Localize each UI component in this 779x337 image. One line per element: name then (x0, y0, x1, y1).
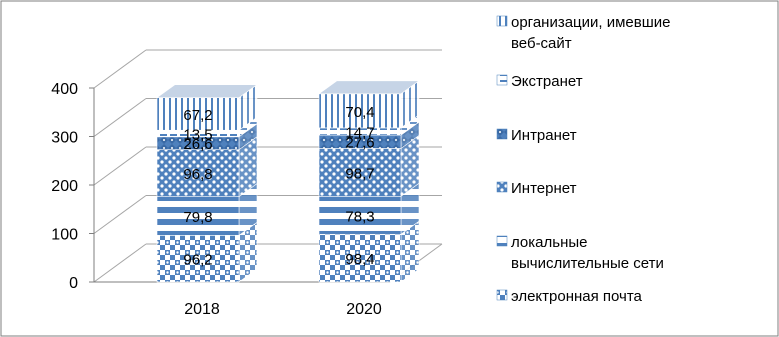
legend-swatch (496, 74, 508, 86)
bar-segment (318, 196, 402, 235)
legend-swatch (496, 289, 508, 301)
data-label: 78,3 (345, 208, 374, 225)
data-label: 79,8 (183, 209, 212, 226)
bar-segment (156, 149, 240, 197)
data-label: 98,4 (345, 251, 374, 268)
data-labels: 96,2 79,8 96,8 26,613,5 67,2 98,4 78,3 98,7 27,6… (183, 104, 374, 269)
legend-swatch (496, 181, 508, 193)
legend-swatch (496, 128, 508, 140)
legend-label: Интранет (511, 127, 577, 144)
data-label: 70,4 (345, 104, 374, 121)
gridline-depth (93, 146, 147, 186)
gridline-depth (93, 243, 147, 283)
data-label: 98,7 (345, 165, 374, 182)
legend-label: Интернет (511, 180, 577, 197)
legend-label: Экстранет (511, 73, 583, 90)
data-label: 26,6 (183, 136, 212, 153)
legend-label: локальные (511, 234, 587, 251)
bar-segment (156, 235, 240, 283)
x-tick-label: 2020 (346, 301, 382, 318)
bar-segment (318, 93, 402, 129)
bar-segment (156, 196, 240, 236)
gridline-depth (93, 49, 147, 89)
bar-segment (156, 97, 240, 131)
legend-label: организации, имевшие (511, 14, 671, 31)
bar-top-face (318, 80, 420, 95)
y-tick-label: 100 (51, 227, 78, 244)
data-label: 13,5 (183, 127, 212, 144)
legend: организации, имевшие веб-сайт Экстранет Инт… (496, 14, 671, 305)
x-tick-label: 2018 (184, 301, 220, 318)
data-label: 96,8 (183, 166, 212, 183)
bars (156, 80, 420, 283)
data-label: 14,7 (345, 124, 374, 141)
y-tick-label: 400 (51, 81, 78, 98)
legend-label: вычислительные сети (511, 255, 664, 272)
y-tick-label: 300 (51, 130, 78, 147)
gridline-depth (93, 195, 147, 234)
gridline-depth (93, 98, 147, 137)
y-tick-label: 0 (69, 275, 78, 292)
bar-top-face (156, 84, 258, 98)
legend-swatch (496, 235, 508, 247)
legend-label: электронная почта (511, 288, 643, 305)
bar-segment (318, 233, 402, 283)
data-label: 67,2 (183, 107, 212, 124)
y-tick-label: 200 (51, 178, 78, 195)
legend-swatch (496, 15, 508, 27)
data-label: 96,2 (183, 252, 212, 269)
legend-label: веб-сайт (511, 35, 572, 52)
bar-segment (318, 148, 402, 197)
data-label: 27,6 (345, 135, 374, 152)
